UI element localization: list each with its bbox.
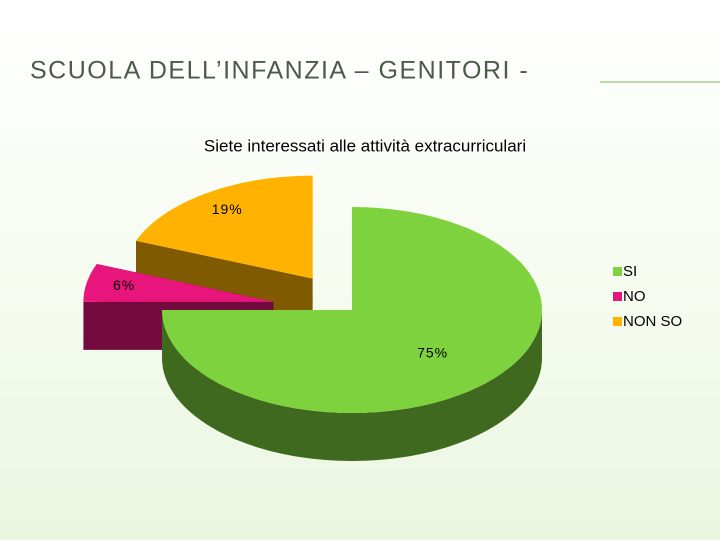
- legend-swatch: [613, 292, 622, 301]
- legend-swatch: [613, 317, 622, 326]
- value-label: 6%: [113, 277, 135, 293]
- slice-side: [162, 310, 542, 461]
- pie-slice: [136, 175, 313, 279]
- pie-slice: [83, 264, 274, 302]
- legend-label: NO: [623, 288, 646, 305]
- pie-slice: [162, 207, 542, 413]
- value-label: 19%: [212, 201, 243, 217]
- value-label: 75%: [417, 344, 448, 360]
- legend-label: SI: [623, 263, 637, 280]
- legend-swatch: [613, 267, 622, 276]
- slide-heading: SCUOLA DELL’INFANZIA – GENITORI -: [30, 57, 529, 85]
- chart-title: Siete interessati alle attività extracur…: [204, 136, 526, 155]
- legend-label: NON SO: [623, 313, 682, 330]
